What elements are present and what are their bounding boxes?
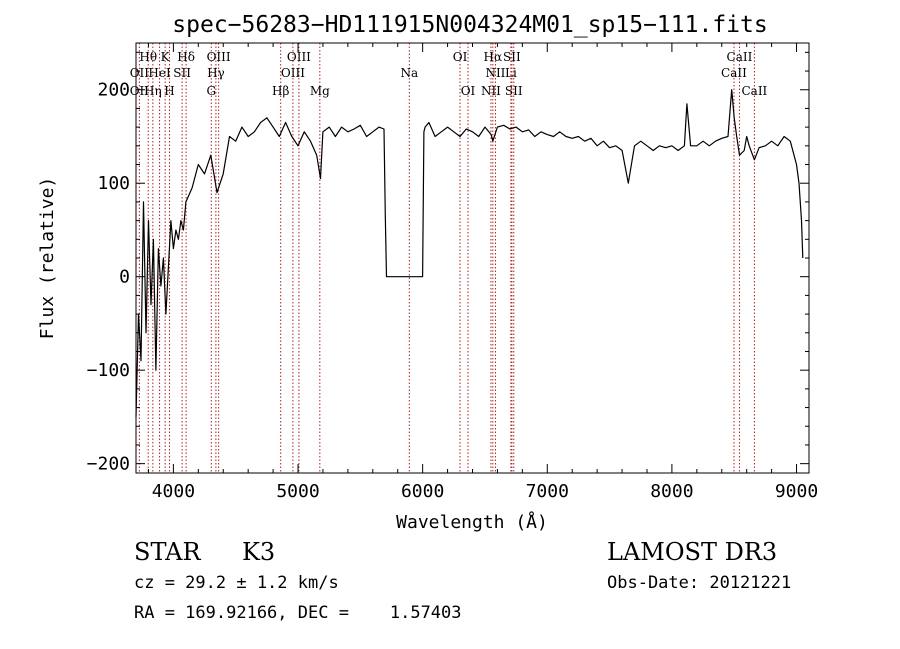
line-label-9: OIII bbox=[207, 50, 231, 64]
line-label-11: G bbox=[206, 84, 216, 98]
y-tick-label: 200 bbox=[97, 80, 130, 101]
line-markers bbox=[138, 43, 755, 473]
x-tick-label: 7000 bbox=[526, 481, 569, 502]
line-label-19: Hα bbox=[484, 50, 503, 64]
line-label-17: OI bbox=[453, 50, 468, 64]
line-label-0: Hθ bbox=[139, 50, 157, 64]
chart-title: spec−56283−HD111915N004324M01_sp15−111.f… bbox=[172, 12, 767, 38]
redshift-cz: cz = 29.2 ± 1.2 km/s bbox=[134, 573, 339, 593]
spectrum-layer bbox=[135, 89, 804, 417]
x-tick-label: 4000 bbox=[152, 481, 195, 502]
object-subclass: K3 bbox=[242, 538, 276, 566]
x-axis-label: Wavelength (Å) bbox=[396, 511, 548, 533]
y-tick-label: −100 bbox=[87, 360, 130, 381]
y-axis-label: Flux (relative) bbox=[37, 177, 58, 340]
line-label-14: Hβ bbox=[272, 84, 289, 98]
y-tick-label: −200 bbox=[87, 454, 130, 475]
line-label-24: SII bbox=[505, 84, 523, 98]
x-tick-label: 6000 bbox=[401, 481, 444, 502]
line-label-15: Mg bbox=[310, 84, 330, 98]
x-tick-label: 8000 bbox=[650, 481, 693, 502]
line-label-22: Li bbox=[505, 66, 517, 80]
line-label-27: CaII bbox=[741, 84, 767, 98]
line-label-21: NII bbox=[485, 66, 505, 80]
line-label-5: K bbox=[161, 50, 171, 64]
x-tick-label: 9000 bbox=[775, 481, 818, 502]
line-label-26: CaII bbox=[721, 66, 747, 80]
y-axis: −200 −100 0 100 200 bbox=[87, 51, 809, 475]
spectrum-chart: spec−56283−HD111915N004324M01_sp15−111.f… bbox=[37, 12, 818, 533]
line-label-20: SII bbox=[503, 50, 521, 64]
survey-name: LAMOST DR3 bbox=[607, 538, 778, 566]
y-tick-label: 0 bbox=[119, 267, 130, 288]
line-label-18: OI bbox=[461, 84, 476, 98]
ra-dec: RA = 169.92166, DEC = 1.57403 bbox=[134, 603, 462, 623]
x-axis: 4000 5000 6000 7000 8000 9000 bbox=[147, 43, 818, 502]
line-label-12: OIII bbox=[287, 50, 311, 64]
spectrum-series-line bbox=[135, 89, 804, 417]
object-class: STAR bbox=[134, 538, 201, 566]
line-label-25: CaII bbox=[727, 50, 753, 64]
line-label-8: Hδ bbox=[177, 50, 195, 64]
line-label-13: OIII bbox=[281, 66, 305, 80]
line-label-1: OII bbox=[130, 66, 150, 80]
line-label-10: Hγ bbox=[207, 66, 225, 80]
obs-date: Obs-Date: 20121221 bbox=[607, 573, 792, 593]
x-tick-label: 5000 bbox=[276, 481, 319, 502]
line-label-7: SII bbox=[173, 66, 191, 80]
line-label-16: Na bbox=[400, 66, 418, 80]
line-label-3: HeI bbox=[148, 66, 171, 80]
line-label-4: Hη bbox=[144, 84, 162, 98]
line-label-2: OII bbox=[130, 84, 150, 98]
plot-frame bbox=[135, 42, 810, 474]
line-label-23: NII bbox=[481, 84, 501, 98]
line-label-6: H bbox=[164, 84, 174, 98]
y-tick-label: 100 bbox=[97, 173, 130, 194]
